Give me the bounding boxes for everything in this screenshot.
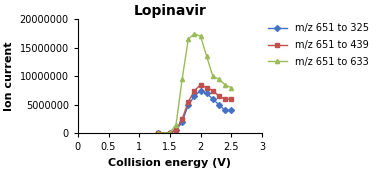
Title: Lopinavir: Lopinavir: [133, 4, 206, 18]
m/z 651 to 633: [192, 33, 197, 35]
X-axis label: Collision energy (V): Collision energy (V): [108, 158, 231, 168]
m/z 651 to 439: [198, 84, 203, 86]
m/z 651 to 325: [180, 121, 184, 123]
m/z 651 to 325: [186, 104, 191, 106]
m/z 651 to 439: [192, 89, 197, 92]
m/z 651 to 325: [229, 109, 234, 111]
m/z 651 to 633: [174, 124, 178, 126]
m/z 651 to 325: [192, 95, 197, 97]
m/z 651 to 325: [223, 109, 227, 111]
m/z 651 to 439: [217, 95, 221, 97]
m/z 651 to 633: [204, 55, 209, 57]
m/z 651 to 439: [174, 129, 178, 131]
m/z 651 to 439: [223, 98, 227, 100]
m/z 651 to 325: [174, 129, 178, 131]
Legend: m/z 651 to 325, m/z 651 to 439, m/z 651 to 633: m/z 651 to 325, m/z 651 to 439, m/z 651 …: [264, 19, 373, 71]
Line: m/z 651 to 633: m/z 651 to 633: [155, 31, 233, 135]
m/z 651 to 325: [211, 98, 215, 100]
m/z 651 to 633: [198, 35, 203, 37]
m/z 651 to 439: [155, 132, 160, 134]
m/z 651 to 325: [198, 89, 203, 92]
m/z 651 to 633: [155, 132, 160, 134]
m/z 651 to 325: [167, 132, 172, 134]
m/z 651 to 439: [211, 89, 215, 92]
m/z 651 to 633: [211, 75, 215, 77]
m/z 651 to 633: [186, 38, 191, 40]
m/z 651 to 439: [186, 101, 191, 103]
m/z 651 to 633: [229, 87, 234, 89]
Line: m/z 651 to 439: m/z 651 to 439: [155, 83, 233, 135]
m/z 651 to 439: [180, 118, 184, 120]
m/z 651 to 325: [217, 104, 221, 106]
m/z 651 to 633: [167, 132, 172, 134]
m/z 651 to 439: [204, 87, 209, 89]
Line: m/z 651 to 325: m/z 651 to 325: [155, 88, 233, 135]
m/z 651 to 439: [229, 98, 234, 100]
m/z 651 to 439: [167, 132, 172, 134]
m/z 651 to 633: [223, 84, 227, 86]
m/z 651 to 325: [204, 92, 209, 94]
m/z 651 to 325: [155, 132, 160, 134]
m/z 651 to 633: [180, 78, 184, 80]
m/z 651 to 633: [217, 78, 221, 80]
Y-axis label: Ion current: Ion current: [4, 42, 14, 111]
